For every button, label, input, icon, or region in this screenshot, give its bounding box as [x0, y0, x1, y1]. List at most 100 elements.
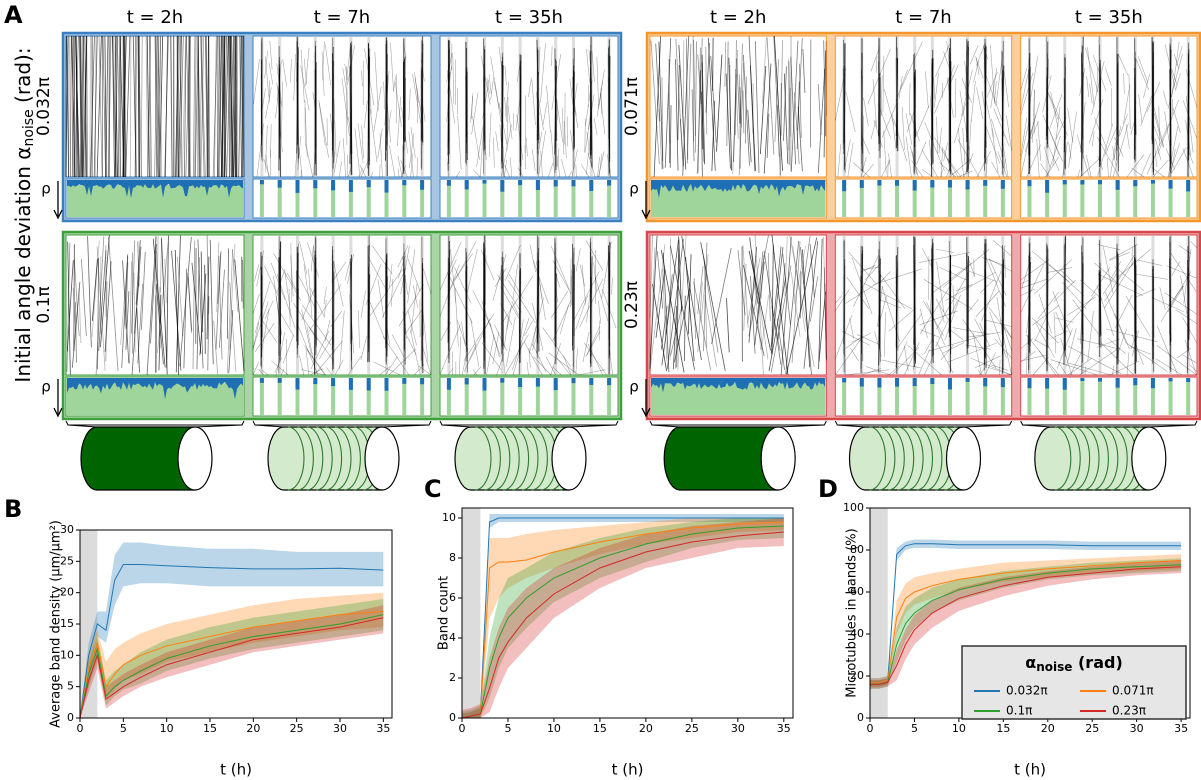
microtubule [1114, 313, 1130, 350]
microtubule [382, 336, 410, 376]
microtubule [177, 256, 184, 337]
density-peak [1045, 378, 1050, 389]
density-band [842, 181, 847, 217]
microtubule [306, 326, 315, 366]
microtubule [310, 244, 314, 272]
microtubule [1028, 238, 1031, 374]
microtubule [422, 346, 432, 376]
microtubule [371, 244, 393, 275]
microtubule [183, 35, 187, 178]
microtubule [1064, 264, 1066, 357]
microtubule [1096, 285, 1114, 337]
microtubule [264, 265, 279, 296]
microtubule [117, 35, 121, 178]
density-band [313, 379, 318, 415]
microtubule [1166, 265, 1197, 279]
microtubule [904, 342, 920, 376]
microtubule [656, 251, 664, 309]
microtubule [1162, 90, 1168, 107]
microtubule [898, 76, 903, 99]
microtubule [979, 322, 990, 347]
microtubule [984, 39, 987, 165]
microtubule [701, 62, 704, 150]
microtubule [751, 250, 769, 360]
density-peak [446, 180, 451, 186]
microtubule [252, 293, 260, 314]
microtubule [528, 348, 531, 368]
density-band [331, 181, 336, 217]
microtubule [892, 346, 920, 376]
microtubule [179, 236, 192, 367]
microtubule [550, 245, 572, 294]
microtubule [602, 288, 617, 329]
microtubule [1006, 115, 1012, 151]
microtubule [888, 307, 917, 332]
microtubule [953, 101, 967, 144]
microtubule [946, 168, 951, 178]
microtubule [307, 242, 320, 278]
microtubule [923, 357, 933, 376]
microtubule [301, 288, 315, 321]
microtubule [504, 159, 507, 178]
confidence-band [80, 542, 384, 718]
microtubule [988, 306, 1012, 338]
cylinder-band [316, 426, 333, 491]
microtubule [450, 248, 457, 304]
microtubule [1125, 295, 1151, 337]
microtubule [191, 262, 202, 354]
microtubule [1106, 157, 1109, 178]
microtubule [851, 332, 872, 343]
microtubule [738, 62, 745, 176]
microtubule [588, 49, 592, 72]
density-band [366, 379, 371, 415]
cylinder-band [925, 426, 943, 491]
microtubule [78, 288, 82, 344]
density-band [402, 379, 407, 415]
density-band [1098, 181, 1103, 217]
confidence-band [870, 539, 1182, 687]
microtubule [224, 35, 229, 178]
shaded-interval [80, 530, 98, 718]
microtubules [1020, 36, 1198, 178]
density-peak [859, 180, 864, 188]
microtubule [945, 271, 996, 302]
microtubule [851, 257, 873, 315]
microtubule [551, 45, 553, 67]
microtubule [187, 275, 192, 333]
y-tick-label: 10 [60, 648, 74, 661]
microtubule [703, 258, 708, 348]
microtubule [1116, 248, 1152, 279]
microtubule [1109, 243, 1138, 261]
microtubule [1155, 358, 1183, 376]
connector [252, 420, 432, 428]
rho-label: ρ [629, 180, 639, 198]
microtubule [301, 369, 326, 376]
microtubule [410, 329, 421, 375]
microtubule [1001, 65, 1005, 136]
group-label: 0.1π [34, 286, 54, 323]
density-peak [402, 378, 407, 384]
micrograph [439, 35, 619, 178]
microtubule [361, 70, 363, 87]
microtubule [658, 108, 663, 170]
microtubule [934, 65, 955, 114]
microtubule [1046, 135, 1061, 178]
microtubule [1088, 99, 1104, 144]
microtubule [379, 366, 391, 376]
density-band [482, 379, 487, 415]
microtubule [446, 53, 453, 82]
microtubule [751, 252, 762, 350]
microtubule [984, 319, 1012, 327]
plot-frame [461, 507, 794, 719]
microtubule [554, 259, 557, 364]
microtubule [400, 245, 410, 295]
microtubule [100, 235, 110, 348]
x-tick-label: 10 [160, 722, 174, 735]
microtubule [1096, 338, 1120, 348]
density-peak [1027, 180, 1032, 187]
microtubule [393, 76, 396, 92]
density-peak [1168, 378, 1173, 382]
microtubule [1137, 56, 1149, 84]
density-band [1098, 379, 1103, 415]
microtubule [682, 40, 685, 125]
